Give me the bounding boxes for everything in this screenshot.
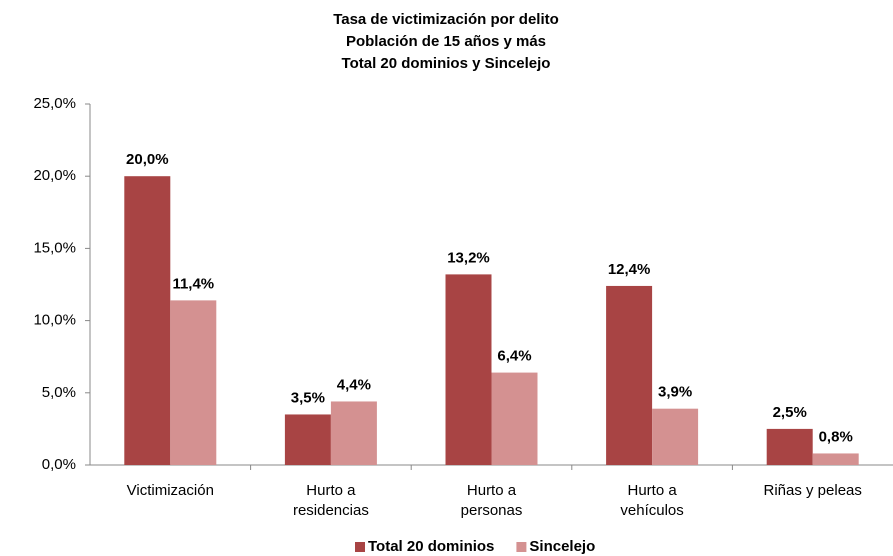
bar: [652, 408, 699, 465]
bar: [445, 274, 492, 465]
y-tick-label: 5,0%: [42, 384, 76, 401]
value-label: 13,2%: [447, 249, 490, 266]
y-tick-label: 15,0%: [33, 239, 76, 256]
x-tick-line: personas: [461, 502, 523, 519]
x-tick-line: vehículos: [620, 502, 683, 519]
y-tick-label: 25,0%: [33, 95, 76, 112]
value-label: 11,4%: [172, 275, 214, 292]
bar: [124, 176, 171, 465]
y-tick-label: 10,0%: [33, 312, 76, 329]
x-tick-label: Victimización: [127, 482, 214, 499]
legend-swatch: [355, 542, 365, 552]
y-tick-label: 20,0%: [33, 167, 76, 184]
chart-subtitle: Población de 15 años y más: [346, 33, 546, 50]
x-tick-line: Hurto a: [467, 482, 517, 499]
legend-label: Total 20 dominios: [368, 538, 494, 555]
bar: [491, 372, 538, 465]
x-tick-label: Hurto a personas: [461, 482, 523, 519]
x-tick-line: Victimización: [127, 482, 214, 499]
legend-swatch: [516, 542, 527, 552]
bar: [330, 401, 377, 465]
x-tick-line: Riñas y peleas: [764, 482, 862, 499]
value-label: 3,9%: [658, 384, 692, 401]
bar: [766, 428, 813, 465]
bar: [606, 285, 653, 465]
chart-subtitle: Total 20 dominios y Sincelejo: [342, 55, 551, 72]
value-label: 2,5%: [773, 404, 807, 421]
x-tick-label: Riñas y peleas: [764, 482, 862, 499]
y-tick-label: 0,0%: [42, 456, 76, 473]
value-label: 3,5%: [291, 389, 325, 406]
x-tick-line: Hurto a: [306, 482, 356, 499]
value-label: 4,4%: [337, 376, 371, 393]
chart-title: Tasa de victimización por delito: [333, 11, 559, 28]
value-label: 12,4%: [608, 261, 651, 278]
x-tick-label: Hurto a residencias: [293, 482, 369, 519]
legend-label: Sincelejo: [529, 538, 595, 555]
bar: [812, 453, 859, 465]
value-label: 6,4%: [497, 348, 531, 365]
x-tick-label: Hurto a vehículos: [620, 482, 683, 519]
value-label: 20,0%: [126, 151, 169, 168]
bar: [170, 300, 217, 465]
bar: [284, 414, 331, 465]
x-tick-line: residencias: [293, 502, 369, 519]
x-tick-line: Hurto a: [627, 482, 677, 499]
value-label: 0,8%: [819, 428, 853, 445]
